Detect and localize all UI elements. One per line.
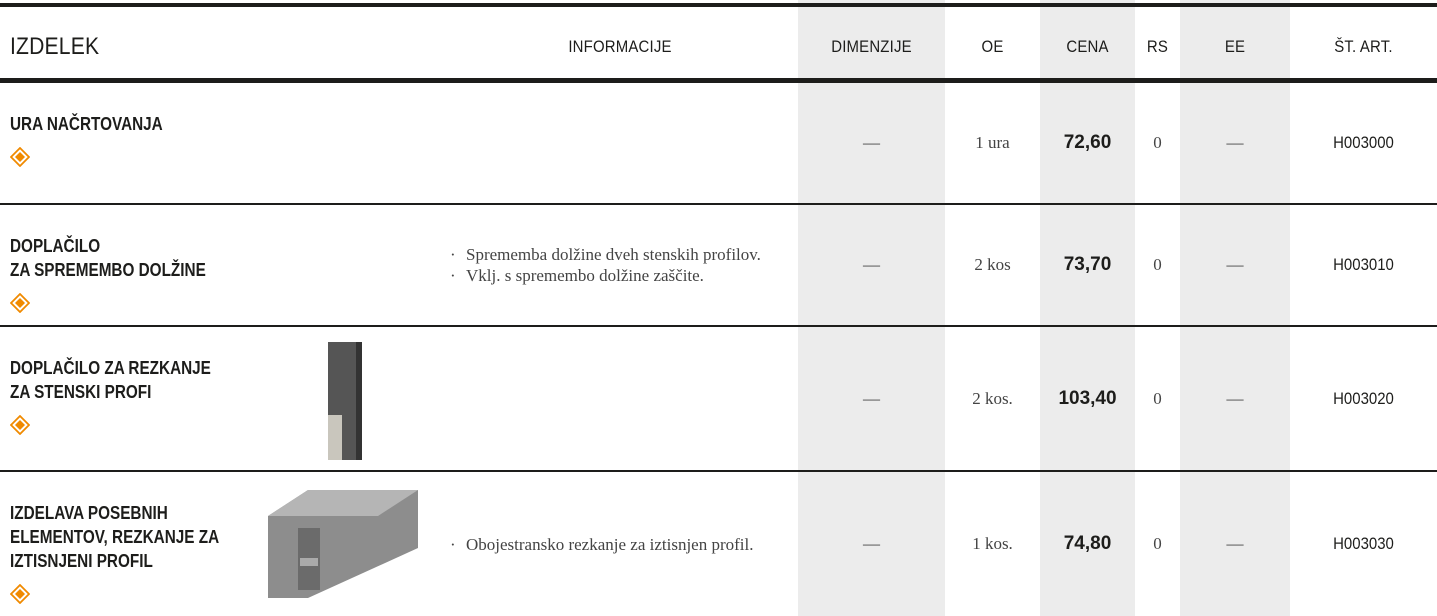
ee-cell: — — [1226, 133, 1244, 152]
product-image — [328, 342, 362, 460]
diamond-icon — [10, 584, 30, 604]
column-band — [1180, 0, 1290, 616]
header-cell: OE — [981, 37, 1004, 56]
header-cell: EE — [1224, 37, 1246, 56]
info-list: · Obojestransko rezkanje za iztisnjen pro… — [450, 534, 790, 555]
ee-cell: — — [1226, 388, 1244, 408]
header-cell: RS — [1146, 37, 1169, 56]
header-cell: ŠT. ART. — [1334, 37, 1393, 56]
product-name: IZDELAVA POSEBNIH — [10, 503, 168, 523]
price-cell: 103,40 — [1058, 387, 1117, 409]
diamond-icon — [10, 293, 30, 313]
article-cell: H003030 — [1333, 534, 1394, 553]
dimensions-cell: — — [863, 255, 880, 274]
product-name: URA NAČRTOVANJA — [10, 114, 163, 134]
ee-cell: — — [1226, 255, 1244, 274]
header-cell: INFORMACIJE — [568, 37, 672, 56]
unit-cell: 2 kos. — [972, 388, 1013, 408]
rs-cell: 0 — [1153, 388, 1162, 408]
header-cell: DIMENZIJE — [831, 37, 912, 56]
rs-cell: 0 — [1153, 255, 1162, 274]
column-band — [1040, 0, 1135, 616]
dimensions-cell: — — [863, 133, 880, 152]
price-cell: 73,70 — [1063, 254, 1112, 275]
dimensions-cell: — — [863, 388, 880, 408]
product-name: ELEMENTOV, REZKANJE ZA — [10, 527, 220, 547]
rs-cell: 0 — [1153, 534, 1162, 553]
info-item: · Vklj. s spremembo dolžine zaščite. — [450, 266, 704, 285]
row-rule — [0, 470, 1437, 472]
article-cell: H003020 — [1333, 388, 1394, 408]
row-rule — [0, 325, 1437, 327]
article-cell: H003010 — [1333, 255, 1394, 274]
header-rule — [0, 78, 1437, 83]
unit-cell: 2 kos — [974, 255, 1011, 274]
rs-cell: 0 — [1153, 133, 1162, 152]
header-cell: CENA — [1066, 37, 1109, 56]
row-rule — [0, 203, 1437, 205]
column-band — [798, 0, 945, 616]
price-cell: 72,60 — [1063, 132, 1112, 153]
top-rule — [0, 3, 1437, 7]
info-item: · Sprememba dolžine dveh stenskih profilo… — [450, 245, 761, 264]
header-cell: IZDELEK — [10, 33, 100, 60]
ee-cell: — — [1226, 534, 1244, 553]
unit-cell: 1 ura — [975, 133, 1010, 152]
product-name: DOPLAČILO — [10, 236, 101, 256]
product-name: DOPLAČILO ZA REZKANJE — [10, 358, 211, 378]
unit-cell: 1 kos. — [972, 534, 1013, 553]
product-image — [268, 490, 418, 598]
product-name: ZA STENSKI PROFI — [10, 382, 152, 402]
price-cell: 74,80 — [1063, 533, 1112, 554]
product-name: ZA SPREMEMBO DOLŽINE — [10, 260, 206, 280]
diamond-icon — [10, 415, 30, 435]
dimensions-cell: — — [863, 534, 880, 553]
diamond-icon — [10, 147, 30, 167]
product-name: IZTISNJENI PROFIL — [10, 551, 153, 571]
article-cell: H003000 — [1333, 133, 1394, 152]
info-item: · Obojestransko rezkanje za iztisnjen pro… — [450, 534, 754, 554]
info-list: · Sprememba dolžine dveh stenskih profilo… — [450, 244, 790, 286]
